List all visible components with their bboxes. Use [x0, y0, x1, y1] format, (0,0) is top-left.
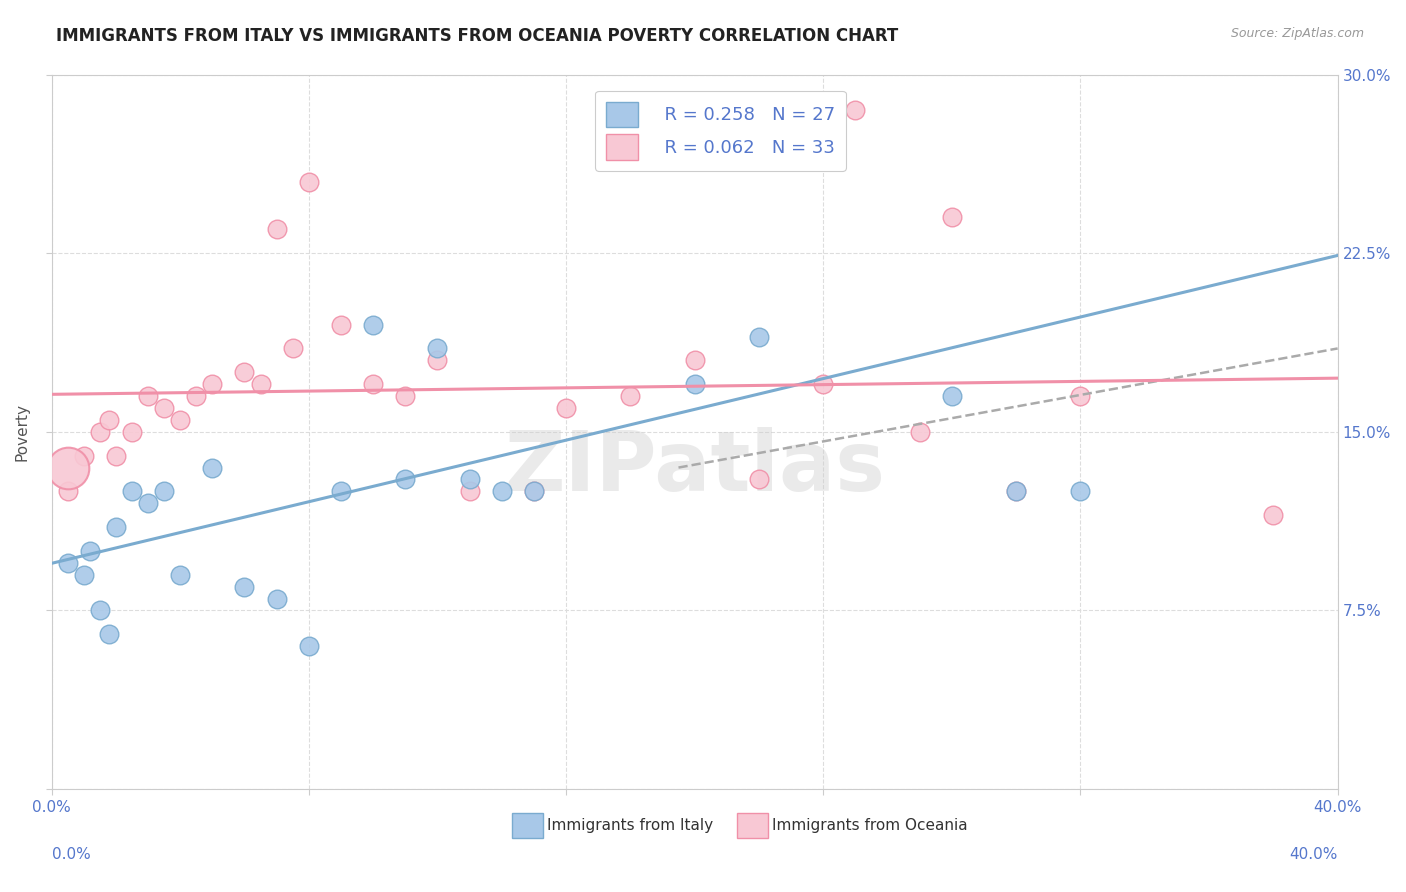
Point: [281, 342, 304, 356]
Point: [361, 318, 384, 332]
Point: [89, 425, 111, 439]
Point: [908, 425, 931, 439]
Text: 0.0%: 0.0%: [52, 847, 90, 863]
Point: [941, 211, 963, 225]
Point: [1005, 484, 1028, 499]
Legend:   R = 0.258   N = 27,   R = 0.062   N = 33: R = 0.258 N = 27, R = 0.062 N = 33: [595, 91, 845, 170]
Point: [458, 484, 481, 499]
Point: [266, 591, 288, 606]
Point: [169, 567, 191, 582]
Point: [844, 103, 866, 118]
Point: [104, 449, 127, 463]
Point: [201, 460, 224, 475]
Point: [136, 389, 159, 403]
Text: ZIPatlas: ZIPatlas: [505, 427, 886, 508]
Point: [748, 473, 770, 487]
Point: [79, 544, 101, 558]
Point: [748, 329, 770, 343]
Point: [426, 342, 449, 356]
Point: [329, 484, 352, 499]
Point: [555, 401, 578, 415]
Point: [266, 222, 288, 236]
Point: [73, 449, 96, 463]
Point: [233, 580, 256, 594]
Point: [394, 389, 416, 403]
Point: [186, 389, 208, 403]
Point: [394, 473, 416, 487]
Text: Source: ZipAtlas.com: Source: ZipAtlas.com: [1230, 27, 1364, 40]
Point: [121, 425, 143, 439]
Point: [56, 460, 79, 475]
Point: [298, 175, 321, 189]
Point: [619, 389, 641, 403]
Point: [249, 377, 271, 392]
Point: [941, 389, 963, 403]
Point: [56, 556, 79, 570]
Point: [201, 377, 224, 392]
Point: [98, 627, 121, 641]
Y-axis label: Poverty: Poverty: [15, 403, 30, 461]
Point: [1069, 484, 1091, 499]
Point: [1005, 484, 1028, 499]
Point: [811, 377, 834, 392]
Point: [329, 318, 352, 332]
Point: [523, 484, 546, 499]
Point: [458, 473, 481, 487]
Point: [56, 484, 79, 499]
Point: [153, 401, 176, 415]
Point: [1263, 508, 1285, 523]
Point: [98, 413, 121, 427]
Point: [169, 413, 191, 427]
Point: [136, 496, 159, 510]
Point: [361, 377, 384, 392]
Text: 40.0%: 40.0%: [1289, 847, 1337, 863]
Point: [233, 365, 256, 379]
Point: [104, 520, 127, 534]
Text: Immigrants from Italy: Immigrants from Italy: [547, 818, 713, 833]
Point: [491, 484, 513, 499]
Point: [73, 567, 96, 582]
Point: [683, 377, 706, 392]
Point: [89, 603, 111, 617]
Text: Immigrants from Oceania: Immigrants from Oceania: [772, 818, 967, 833]
Text: IMMIGRANTS FROM ITALY VS IMMIGRANTS FROM OCEANIA POVERTY CORRELATION CHART: IMMIGRANTS FROM ITALY VS IMMIGRANTS FROM…: [56, 27, 898, 45]
Point: [523, 484, 546, 499]
Point: [121, 484, 143, 499]
Point: [683, 353, 706, 368]
Point: [153, 484, 176, 499]
Point: [298, 639, 321, 653]
Point: [1069, 389, 1091, 403]
Point: [426, 353, 449, 368]
